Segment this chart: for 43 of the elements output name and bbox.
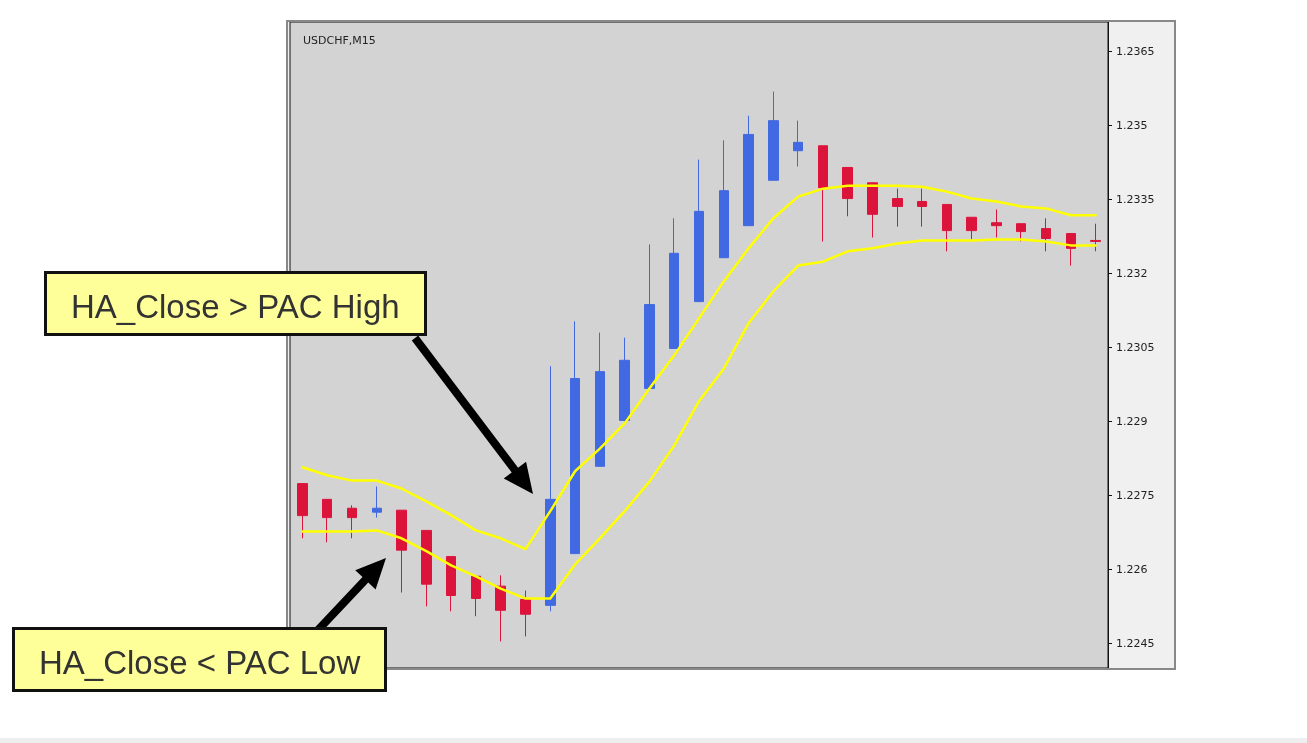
- candlestick: [966, 216, 977, 240]
- candlestick: [372, 486, 382, 519]
- candlestick: [867, 182, 878, 238]
- candlestick: [471, 575, 481, 617]
- candlestick: [818, 145, 828, 242]
- candlestick: [545, 365, 556, 612]
- candlestick: [520, 590, 531, 637]
- candlestick: [396, 509, 407, 594]
- annotation: HA_Close < PAC Low: [12, 627, 388, 692]
- candlestick: [322, 498, 332, 543]
- candlestick: [421, 529, 432, 607]
- candlestick: [942, 203, 952, 252]
- y-tick-label: 1.2275: [1116, 488, 1155, 502]
- y-tick-label: 1.229: [1116, 414, 1148, 428]
- candlestick: [917, 188, 927, 228]
- y-tick-label: 1.235: [1116, 119, 1148, 133]
- candlestick: [644, 243, 655, 389]
- candlestick: [570, 320, 580, 555]
- candlestick: [297, 483, 308, 539]
- y-tick-label: 1.2365: [1116, 45, 1155, 59]
- candlestick: [793, 120, 803, 167]
- candlestick: [446, 556, 456, 612]
- candlestick: [694, 159, 704, 303]
- candlestick: [595, 332, 605, 467]
- candlestick: [892, 188, 903, 228]
- candlestick: [619, 337, 630, 422]
- candlestick: [991, 208, 1002, 238]
- candlestick: [1041, 217, 1051, 252]
- candlestick: [719, 139, 729, 259]
- text: USDCHF,M15: [303, 34, 376, 47]
- candlestick: [669, 217, 679, 349]
- candlestick: [743, 115, 754, 227]
- y-tick-label: 1.2245: [1116, 636, 1155, 650]
- candlestick: [347, 504, 357, 539]
- candlestick: [1090, 223, 1101, 252]
- y-tick-label: 1.2305: [1116, 340, 1155, 354]
- y-tick-label: 1.2335: [1116, 193, 1155, 207]
- candlestick: [842, 166, 853, 217]
- candlestick: [768, 91, 779, 181]
- y-tick-label: 1.226: [1116, 562, 1148, 576]
- candlestick: [495, 574, 506, 642]
- annotation: HA_Close > PAC High: [44, 271, 427, 336]
- y-tick-label: 1.232: [1116, 267, 1148, 280]
